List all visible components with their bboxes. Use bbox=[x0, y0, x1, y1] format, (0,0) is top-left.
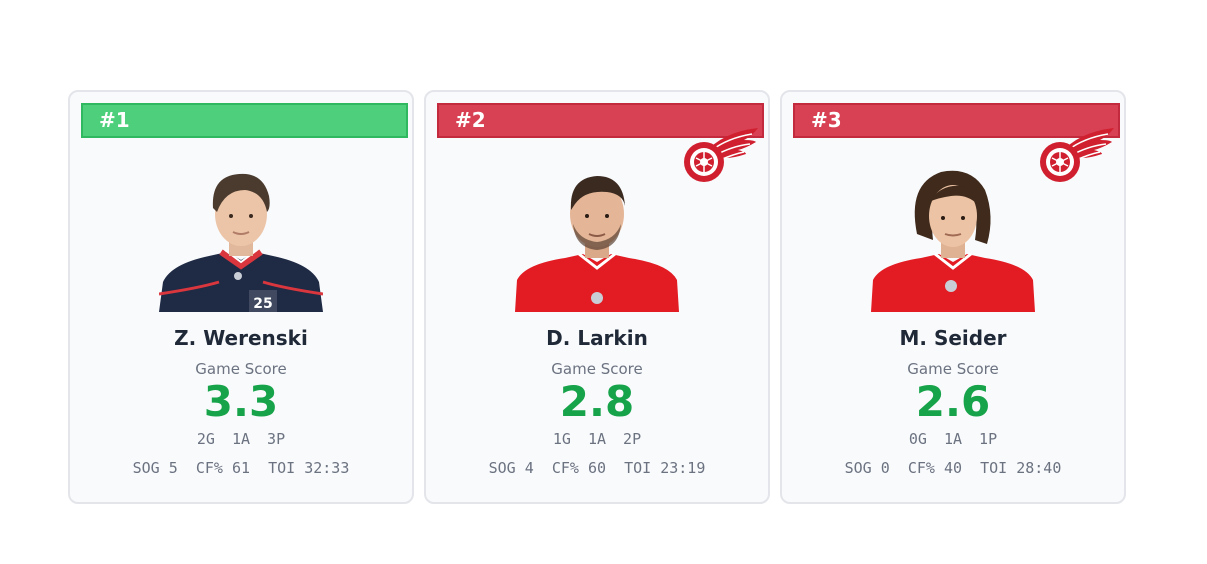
player-photo: 25 bbox=[159, 173, 323, 312]
red-wings-logo-icon bbox=[1040, 128, 1114, 182]
game-score-value: 3.3 bbox=[203, 377, 279, 426]
game-score-value: 2.8 bbox=[559, 377, 635, 426]
game-score-label: Game Score bbox=[551, 360, 643, 378]
player-name: D. Larkin bbox=[546, 326, 648, 350]
player-name: M. Seider bbox=[899, 326, 1007, 350]
points-line: 0G 1A 1P bbox=[908, 430, 998, 448]
rank-banner: #3 bbox=[793, 103, 1120, 138]
svg-text:25: 25 bbox=[253, 296, 272, 312]
stats-line: SOG 0 CF% 40 TOI 28:40 bbox=[844, 459, 1062, 477]
player-card[interactable]: #3 M. Seider Game Score 2.6 0G 1A bbox=[780, 90, 1126, 504]
stats-line: SOG 5 CF% 61 TOI 32:33 bbox=[132, 459, 350, 477]
player-photo bbox=[871, 170, 1035, 312]
points-line: 1G 1A 2P bbox=[552, 430, 642, 448]
player-name: Z. Werenski bbox=[174, 326, 308, 350]
stats-line: SOG 4 CF% 60 TOI 23:19 bbox=[488, 459, 706, 477]
player-card[interactable]: #2 D. Larkin Game Score 2.8 1G 1A 2P bbox=[424, 90, 770, 504]
player-photo bbox=[515, 176, 679, 312]
game-score-label: Game Score bbox=[195, 360, 287, 378]
red-wings-logo-icon bbox=[684, 128, 758, 182]
points-line: 2G 1A 3P bbox=[196, 430, 286, 448]
rank-banner: #1 bbox=[81, 103, 408, 138]
rank-banner: #2 bbox=[437, 103, 764, 138]
player-card[interactable]: #1 25 Z. Werenski Game Score 3.3 2G 1A 3… bbox=[68, 90, 414, 504]
player-cards: #1 25 Z. Werenski Game Score 3.3 2G 1A 3… bbox=[68, 90, 1126, 504]
game-score-value: 2.6 bbox=[915, 377, 991, 426]
game-score-label: Game Score bbox=[907, 360, 999, 378]
